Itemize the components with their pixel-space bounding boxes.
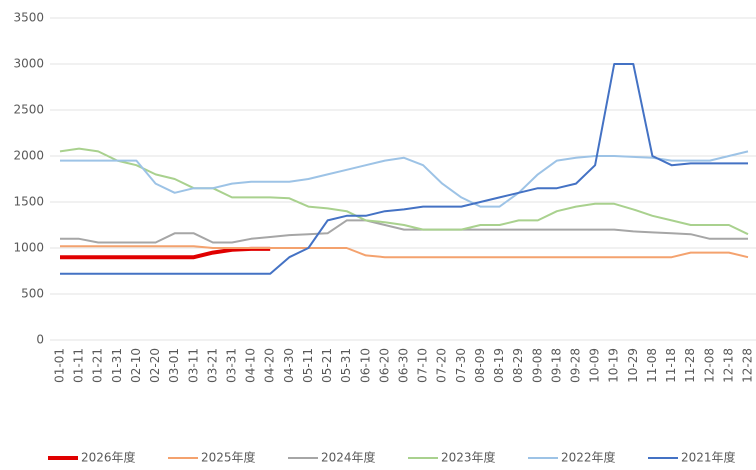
x-tick-label: 01-21 — [91, 348, 105, 383]
x-tick-label: 03-11 — [186, 348, 200, 383]
y-tick-label: 1000 — [13, 241, 44, 255]
series-line — [60, 245, 749, 259]
legend-label: 2021年度 — [681, 450, 736, 465]
series-line — [60, 150, 749, 208]
x-tick-label: 04-30 — [282, 348, 296, 383]
x-tick-label: 10-29 — [626, 348, 640, 383]
x-tick-label: 12-18 — [721, 348, 735, 383]
x-tick-label: 11-08 — [645, 348, 659, 383]
x-tick-label: 12-28 — [741, 348, 755, 383]
x-tick-label: 01-11 — [72, 348, 86, 383]
x-tick-label: 08-09 — [473, 348, 487, 383]
x-tick-label: 09-28 — [569, 348, 583, 383]
x-tick-label: 06-30 — [397, 348, 411, 383]
legend-label: 2025年度 — [201, 450, 256, 465]
x-tick-label: 07-20 — [435, 348, 449, 383]
legend-label: 2026年度 — [81, 450, 136, 465]
x-tick-label: 05-11 — [301, 348, 315, 383]
x-tick-label: 05-21 — [320, 348, 334, 383]
x-tick-label: 12-08 — [702, 348, 716, 383]
series-line — [60, 219, 748, 244]
x-tick-label: 05-31 — [339, 348, 353, 383]
x-tick-label: 04-10 — [244, 348, 258, 383]
x-tick-label: 08-29 — [511, 348, 525, 383]
y-tick-label: 500 — [21, 287, 44, 301]
x-tick-label: 01-01 — [53, 348, 67, 383]
x-tick-label: 01-31 — [110, 348, 124, 383]
x-tick-label: 06-20 — [377, 348, 391, 383]
x-tick-label: 10-19 — [607, 348, 621, 383]
y-tick-label: 2000 — [13, 149, 44, 163]
x-tick-label: 03-01 — [167, 348, 181, 383]
series-line — [60, 246, 271, 260]
series-line — [59, 147, 749, 236]
x-tick-label: 02-20 — [148, 348, 162, 383]
y-tick-label: 0 — [36, 333, 44, 347]
x-tick-label: 09-08 — [530, 348, 544, 383]
y-tick-label: 3500 — [13, 11, 44, 25]
x-tick-label: 03-31 — [225, 348, 239, 383]
x-tick-label: 07-30 — [454, 348, 468, 383]
legend-label: 2023年度 — [441, 450, 496, 465]
y-tick-label: 1500 — [13, 195, 44, 209]
y-tick-label: 2500 — [13, 103, 44, 117]
x-tick-label: 04-20 — [263, 348, 277, 383]
series-line — [60, 63, 748, 275]
legend-label: 2024年度 — [321, 450, 376, 465]
x-tick-label: 06-10 — [358, 348, 372, 383]
x-tick-label: 08-19 — [492, 348, 506, 383]
x-tick-label: 03-21 — [205, 348, 219, 383]
x-tick-label: 09-18 — [549, 348, 563, 383]
legend-label: 2022年度 — [561, 450, 616, 465]
y-tick-label: 3000 — [13, 57, 44, 71]
x-tick-label: 11-28 — [683, 348, 697, 383]
x-tick-label: 02-10 — [129, 348, 143, 383]
x-tick-label: 10-09 — [588, 348, 602, 383]
x-tick-label: 07-10 — [416, 348, 430, 383]
x-tick-label: 11-18 — [664, 348, 678, 383]
